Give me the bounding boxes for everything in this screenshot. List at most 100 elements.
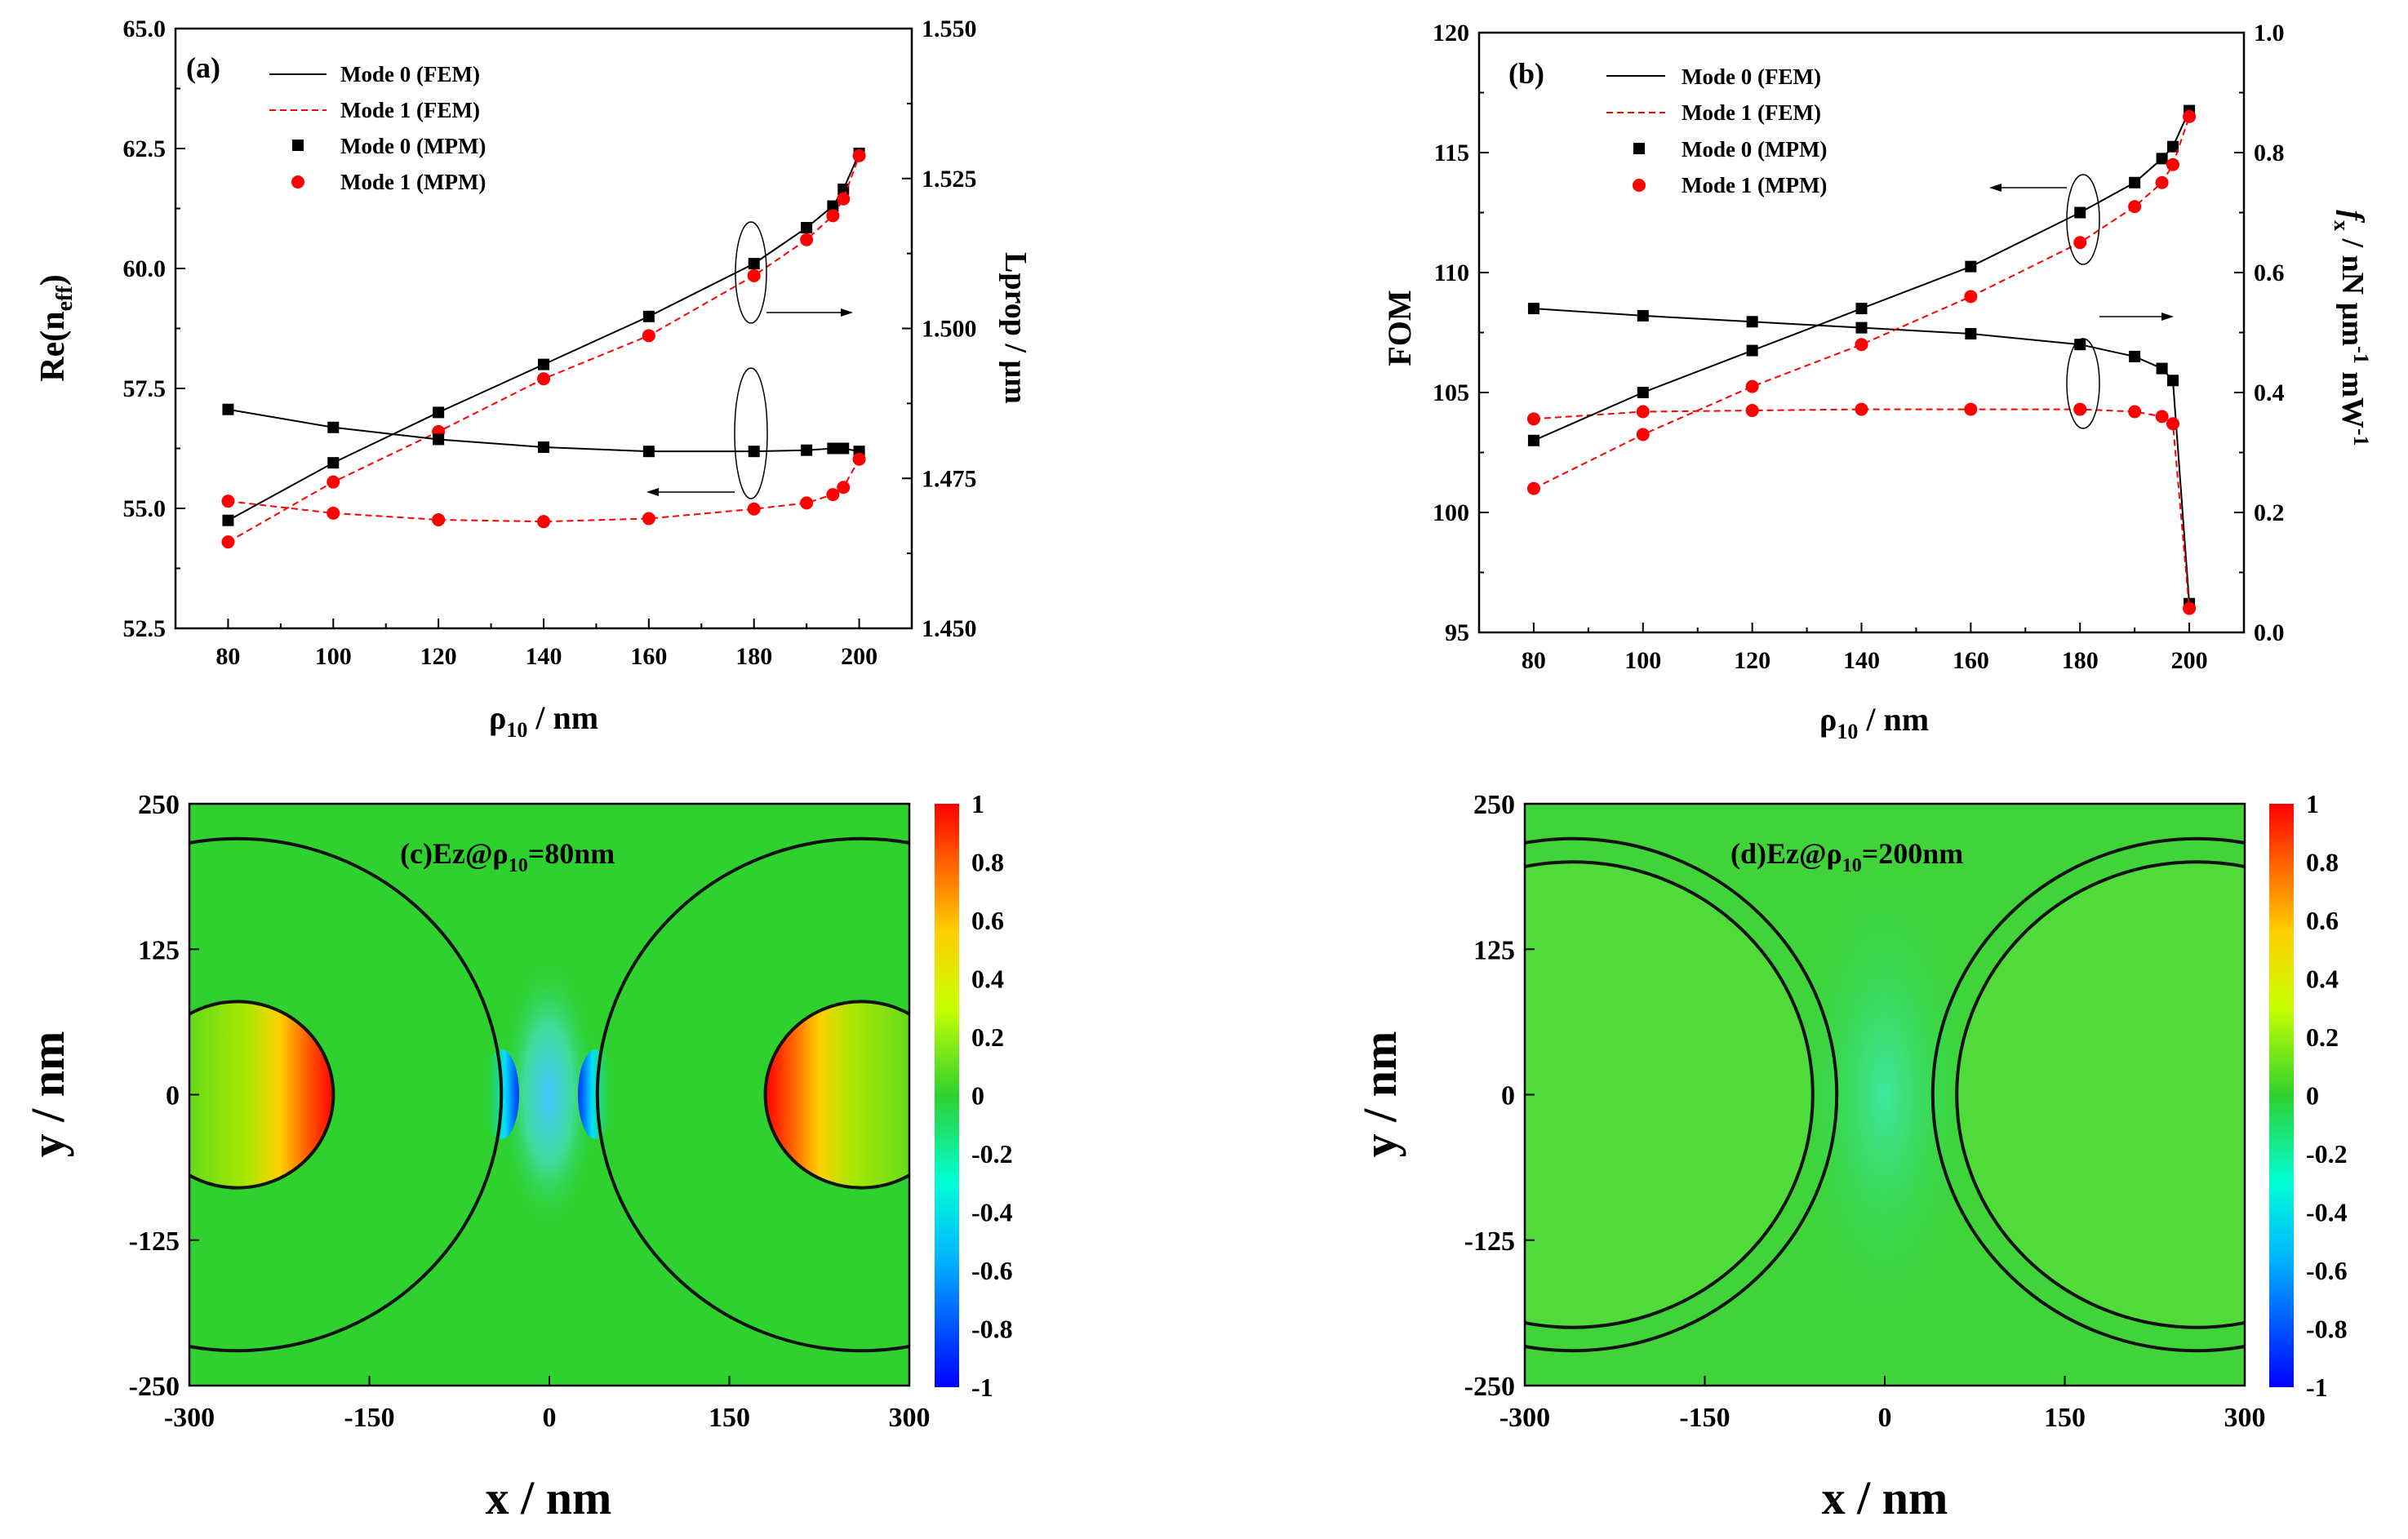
ellipse-fom (2066, 338, 2100, 429)
data-point-mode1 (2128, 200, 2142, 214)
colorbar-tick-label: -0.6 (2306, 1256, 2348, 1285)
data-point-mode0 (801, 222, 813, 234)
colorbar-tick-label: -0.8 (971, 1315, 1013, 1344)
legend-mode1-mpm: Mode 1 (MPM) (340, 170, 486, 194)
colorbar-tick-label: 0.4 (971, 965, 1004, 994)
data-point-mode1 (747, 502, 761, 516)
colorbar-tick-label: -0.2 (2306, 1139, 2348, 1169)
arrow-left-head-icon (1989, 184, 2001, 192)
y-tick-label: 57.5 (123, 375, 167, 402)
data-point-mode0 (2166, 140, 2179, 153)
data-point-mode1 (642, 329, 655, 343)
data-point-mode1 (327, 506, 340, 520)
panel-a-frame (174, 27, 913, 630)
panel-c-xlabel: x / nm (486, 1471, 612, 1524)
data-point-mode1 (2073, 402, 2087, 416)
x-tick-label: 160 (630, 643, 667, 670)
data-point-mode1 (837, 481, 851, 495)
data-point-mode1 (1745, 379, 1759, 393)
colorbar-tick-label: 0.6 (971, 906, 1004, 935)
data-point-mode1 (221, 535, 235, 549)
panel-b-ylabel-right: fx / nN µm-1 mW-1 (2330, 210, 2373, 446)
y-tick-label: -125 (1464, 1226, 1515, 1257)
y-tick-label: -250 (1464, 1372, 1515, 1402)
core-fill-right (1957, 862, 2245, 1328)
colorbar-d (2269, 804, 2294, 1387)
ellipse-fx (2066, 174, 2100, 265)
x-tick-label: 0 (1878, 1403, 1892, 1433)
data-point-mode1 (2166, 417, 2179, 431)
data-point-mode1 (1745, 404, 1759, 418)
data-point-mode1 (327, 475, 340, 489)
y-right-tick-label: 1.525 (922, 166, 977, 193)
y-tick-label: 115 (1434, 140, 1469, 166)
x-tick-label: 120 (420, 643, 457, 670)
data-point-mode0 (827, 442, 839, 455)
series-line-mode1-left (227, 155, 860, 543)
x-tick-label: -300 (164, 1403, 215, 1433)
data-point-mode1 (1636, 428, 1650, 441)
y-right-tick-label: 0.8 (2254, 140, 2285, 166)
data-point-mode0 (1746, 344, 1758, 357)
panel-a-legend: Mode 0 (FEM) Mode 1 (FEM) Mode 0 (MPM) M… (269, 62, 486, 194)
panel-d-xlabel: x / nm (1822, 1471, 1948, 1524)
x-tick-label: 140 (526, 643, 562, 670)
data-point-mode0 (748, 258, 760, 270)
data-point-mode1 (537, 372, 550, 386)
colorbar-tick-label: 1 (971, 789, 984, 818)
outer-circle-right (1930, 836, 2245, 1353)
series-line-mode1-right (1533, 116, 2191, 490)
legend-marker-mode1-mpm (1633, 179, 1646, 192)
x-tick-label: 100 (1624, 647, 1661, 674)
x-tick-label: 180 (735, 643, 772, 670)
core-fill-left (1525, 862, 1813, 1328)
data-point-mode1 (1964, 402, 1978, 416)
panel-b-ylabel-left: FOM (1381, 290, 1418, 366)
panel-b: 80 100 120 140 160 180 200 95 100 105 110 115 120 0… (1381, 20, 2373, 743)
legend-marker-mode0-mpm (292, 140, 304, 151)
y-tick-label: 0 (1501, 1081, 1515, 1111)
x-tick-label: 80 (215, 643, 240, 670)
y-right-tick-label: 0.2 (2254, 499, 2285, 526)
x-tick-label: 0 (543, 1403, 557, 1433)
data-point-mode1 (2183, 109, 2197, 123)
arrow-right-head-icon (841, 308, 853, 317)
inner-circle-left (189, 1000, 335, 1190)
data-point-mode0 (1855, 303, 1868, 315)
panel-a-label: (a) (186, 51, 220, 84)
ellipse-lprop (735, 221, 767, 324)
data-point-mode0 (538, 441, 549, 454)
data-point-mode1 (800, 496, 814, 510)
y-tick-label: 105 (1433, 379, 1469, 406)
colorbar-tick-label: -0.8 (2306, 1315, 2348, 1344)
data-point-mode0 (2156, 362, 2168, 375)
data-point-mode0 (837, 442, 850, 455)
x-tick-label: 160 (1953, 647, 1989, 674)
colorbar-tick-label: 0.4 (2306, 965, 2339, 994)
panel-d-ylabel: y / nm (1353, 1031, 1406, 1158)
data-point-mode0 (801, 444, 813, 456)
data-point-mode0 (222, 403, 234, 415)
y-right-tick-label: 1.500 (922, 316, 977, 343)
series-line-mode0-right (1533, 110, 2190, 441)
data-point-mode1 (2166, 157, 2179, 171)
data-point-mode1 (837, 192, 851, 206)
y-tick-label: 55.0 (123, 495, 167, 522)
colorbar-tick-label: 0 (971, 1081, 984, 1111)
colorbar-tick-label: -0.2 (971, 1139, 1013, 1169)
data-point-mode0 (1965, 260, 1977, 273)
y-right-tick-label: 1.0 (2254, 20, 2285, 47)
y-tick-label: 125 (138, 935, 180, 965)
data-point-mode0 (1637, 309, 1649, 322)
x-tick-label: -150 (1679, 1403, 1730, 1433)
data-point-mode1 (2073, 236, 2087, 250)
y-tick-label: -250 (129, 1372, 180, 1402)
panel-a-ylabel-left: Re(neff) (34, 274, 78, 381)
data-point-mode0 (538, 358, 549, 370)
data-point-mode0 (1527, 434, 1539, 446)
legend-mode0-mpm: Mode 0 (MPM) (340, 134, 486, 158)
colorbar-tick-label: 0 (2306, 1081, 2319, 1111)
y-tick-label: 62.5 (123, 135, 167, 162)
y-tick-label: 250 (138, 790, 180, 820)
data-point-mode1 (826, 488, 840, 502)
